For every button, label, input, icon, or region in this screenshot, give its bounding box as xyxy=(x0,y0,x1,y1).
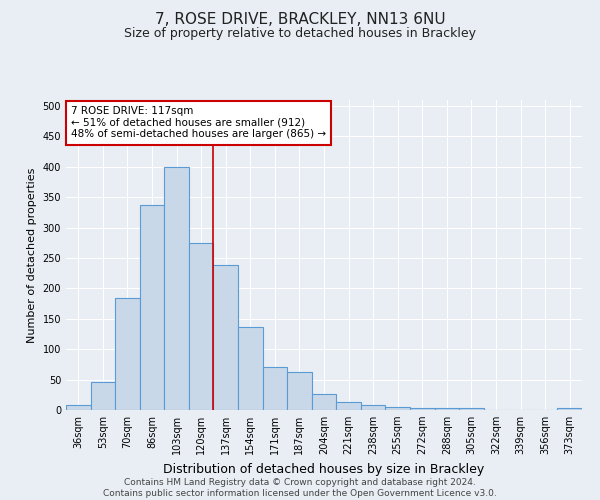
Bar xyxy=(312,394,336,410)
Bar xyxy=(263,368,287,410)
Bar xyxy=(115,298,140,410)
Text: 7 ROSE DRIVE: 117sqm
← 51% of detached houses are smaller (912)
48% of semi-deta: 7 ROSE DRIVE: 117sqm ← 51% of detached h… xyxy=(71,106,326,140)
X-axis label: Distribution of detached houses by size in Brackley: Distribution of detached houses by size … xyxy=(163,462,485,475)
Bar xyxy=(140,204,164,410)
Text: Size of property relative to detached houses in Brackley: Size of property relative to detached ho… xyxy=(124,28,476,40)
Bar xyxy=(164,167,189,410)
Bar xyxy=(459,408,484,410)
Bar xyxy=(410,408,434,410)
Bar xyxy=(336,402,361,410)
Bar xyxy=(361,405,385,410)
Bar xyxy=(557,408,582,410)
Text: Contains HM Land Registry data © Crown copyright and database right 2024.
Contai: Contains HM Land Registry data © Crown c… xyxy=(103,478,497,498)
Bar xyxy=(238,328,263,410)
Bar xyxy=(214,266,238,410)
Text: 7, ROSE DRIVE, BRACKLEY, NN13 6NU: 7, ROSE DRIVE, BRACKLEY, NN13 6NU xyxy=(155,12,445,28)
Bar xyxy=(385,407,410,410)
Y-axis label: Number of detached properties: Number of detached properties xyxy=(27,168,37,342)
Bar xyxy=(434,408,459,410)
Bar xyxy=(91,382,115,410)
Bar xyxy=(189,243,214,410)
Bar xyxy=(287,372,312,410)
Bar xyxy=(66,405,91,410)
